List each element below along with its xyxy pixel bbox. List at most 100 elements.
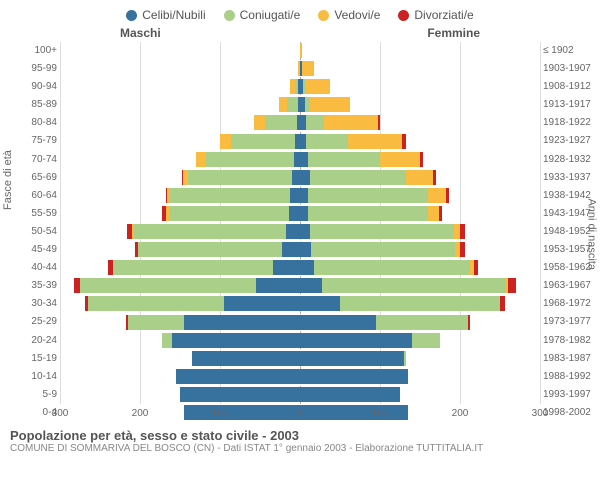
female-bar xyxy=(300,170,540,185)
bar-segment xyxy=(322,278,506,293)
female-bar xyxy=(300,188,540,203)
year-label: 1943-1947 xyxy=(543,205,598,223)
bar-segment xyxy=(311,242,455,257)
age-label: 15-19 xyxy=(2,350,57,368)
gender-labels: Maschi Femmine xyxy=(0,26,600,42)
bar-segment xyxy=(180,387,300,402)
male-bar xyxy=(60,278,300,293)
age-label: 20-24 xyxy=(2,332,57,350)
bar-segment xyxy=(314,260,470,275)
male-bar xyxy=(60,369,300,384)
bar-segment xyxy=(508,278,516,293)
year-label: 1968-1972 xyxy=(543,295,598,313)
bar-row xyxy=(60,296,540,311)
bar-segment xyxy=(310,170,406,185)
chart-subtitle: COMUNE DI SOMMARIVA DEL BOSCO (CN) - Dat… xyxy=(10,443,590,454)
bar-segment xyxy=(439,206,442,221)
year-label: 1903-1907 xyxy=(543,60,598,78)
bar-row xyxy=(60,387,540,402)
age-label: 100+ xyxy=(2,42,57,60)
year-label: 1938-1942 xyxy=(543,187,598,205)
bar-row xyxy=(60,278,540,293)
male-bar xyxy=(60,315,300,330)
bar-segment xyxy=(468,315,470,330)
bar-row xyxy=(60,315,540,330)
bar-segment xyxy=(192,351,300,366)
bar-segment xyxy=(220,134,231,149)
female-bar xyxy=(300,387,540,402)
male-bar xyxy=(60,43,300,58)
male-bar xyxy=(60,387,300,402)
male-bar xyxy=(60,242,300,257)
bar-segment xyxy=(300,369,408,384)
bar-row xyxy=(60,206,540,221)
bar-segment xyxy=(324,115,378,130)
age-axis: 100+95-9990-9485-8980-8475-7970-7465-696… xyxy=(2,42,57,422)
bar-row xyxy=(60,43,540,58)
bar-segment xyxy=(88,296,224,311)
bar-segment xyxy=(170,188,290,203)
bar-row xyxy=(60,115,540,130)
legend-item: Vedovi/e xyxy=(318,8,380,22)
bar-segment xyxy=(300,333,412,348)
year-label: ≤ 1902 xyxy=(543,42,598,60)
bar-segment xyxy=(420,152,423,167)
bar-segment xyxy=(412,333,440,348)
legend-label: Celibi/Nubili xyxy=(142,8,205,22)
bar-segment xyxy=(287,97,298,112)
male-bar xyxy=(60,61,300,76)
bar-segment xyxy=(302,61,315,76)
legend-label: Coniugati/e xyxy=(240,8,301,22)
bar-segment xyxy=(404,351,406,366)
bar-segment xyxy=(231,134,295,149)
year-label: 1958-1962 xyxy=(543,259,598,277)
bar-segment xyxy=(406,170,433,185)
legend-swatch xyxy=(318,10,329,21)
bar-segment xyxy=(428,206,439,221)
female-bar xyxy=(300,97,540,112)
age-label: 35-39 xyxy=(2,277,57,295)
bar-segment xyxy=(286,224,300,239)
legend-item: Divorziati/e xyxy=(398,8,473,22)
bar-row xyxy=(60,188,540,203)
bar-segment xyxy=(196,152,206,167)
year-label: 1993-1997 xyxy=(543,386,598,404)
year-axis: ≤ 19021903-19071908-19121913-19171918-19… xyxy=(543,42,598,422)
age-label: 60-64 xyxy=(2,187,57,205)
year-label: 1973-1977 xyxy=(543,313,598,331)
bar-segment xyxy=(308,206,428,221)
age-label: 0-4 xyxy=(2,404,57,422)
female-bar xyxy=(300,115,540,130)
male-bar xyxy=(60,224,300,239)
age-label: 55-59 xyxy=(2,205,57,223)
bar-segment xyxy=(433,170,436,185)
year-label: 1948-1952 xyxy=(543,223,598,241)
age-label: 50-54 xyxy=(2,223,57,241)
bar-segment xyxy=(176,369,300,384)
age-label: 10-14 xyxy=(2,368,57,386)
bar-segment xyxy=(300,315,376,330)
label-male: Maschi xyxy=(120,26,161,40)
female-bar xyxy=(300,134,540,149)
x-tick: 100 xyxy=(372,408,389,419)
bar-row xyxy=(60,61,540,76)
bar-segment xyxy=(254,115,265,130)
female-bar xyxy=(300,333,540,348)
bar-segment xyxy=(460,242,465,257)
x-axis: 3002001000100200300 xyxy=(60,408,540,422)
male-bar xyxy=(60,296,300,311)
bar-row xyxy=(60,79,540,94)
year-label: 1978-1982 xyxy=(543,332,598,350)
footer: Popolazione per età, sesso e stato civil… xyxy=(0,422,600,454)
bar-segment xyxy=(289,206,300,221)
female-bar xyxy=(300,206,540,221)
year-label: 1933-1937 xyxy=(543,169,598,187)
bar-segment xyxy=(138,242,282,257)
bar-segment xyxy=(305,79,331,94)
bar-segment xyxy=(310,97,350,112)
bar-segment xyxy=(446,188,449,203)
male-bar xyxy=(60,351,300,366)
female-bar xyxy=(300,61,540,76)
plot-area: 100+95-9990-9485-8980-8475-7970-7465-696… xyxy=(60,42,540,422)
male-bar xyxy=(60,206,300,221)
